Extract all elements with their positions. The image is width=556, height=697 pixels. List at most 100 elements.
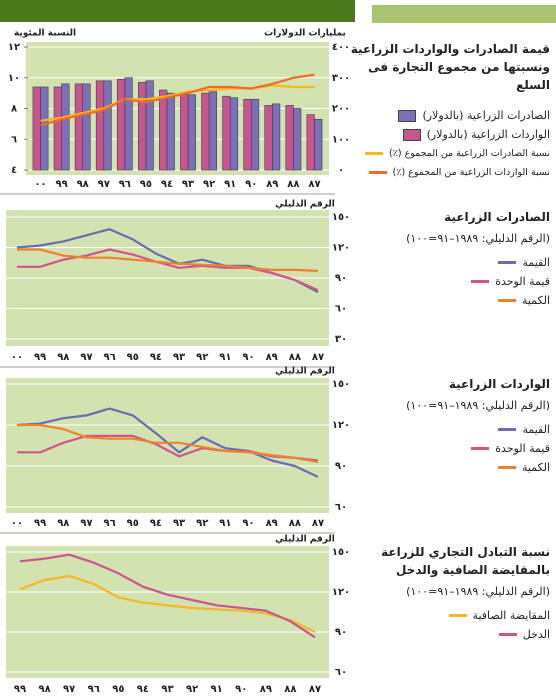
x-tick-label: ٩٨ — [57, 518, 69, 529]
x-tick-label: ٠٠ — [34, 179, 46, 190]
line-series — [17, 248, 319, 272]
bar — [53, 86, 62, 171]
y-tick-label: ٩٠ — [335, 627, 347, 638]
bar — [74, 83, 83, 171]
y-tick-label: ١٥٠ — [332, 212, 350, 223]
x-tick-label: ٩١ — [224, 179, 236, 190]
line-series — [17, 248, 319, 292]
legend-swatch — [471, 447, 490, 450]
legend-label: نسبة الصادرات الزراعية من المجموع (٪) — [389, 148, 550, 159]
bar — [180, 94, 189, 171]
x-tick-label: ٩٣ — [182, 179, 194, 190]
y-tick-label: ١٠٠ — [332, 134, 350, 145]
x-tick-label: ٠٠ — [11, 352, 23, 363]
y2-axis-title: النسبة المئوية — [14, 29, 76, 39]
x-tick-label: ٨٨ — [289, 518, 301, 529]
x-tick-label: ٨٨ — [287, 179, 299, 190]
legend-item: الكمية — [338, 291, 550, 310]
x-tick-label: ٩٣ — [161, 684, 173, 695]
x-tick-label: ٩٤ — [150, 352, 162, 363]
x-tick-label: ٨٩ — [266, 179, 278, 190]
x-tick-label: ٩٧ — [98, 179, 110, 190]
x-tick-label: ٩١ — [219, 518, 231, 529]
bar — [61, 83, 70, 171]
legend-item: المقايضة الصافية — [338, 606, 550, 625]
legend: الصادرات الزراعية (بالدولار) الواردات الز… — [338, 106, 550, 182]
bar — [272, 103, 281, 171]
legend-swatch — [497, 466, 516, 469]
legend-swatch — [497, 299, 516, 302]
x-tick-label: ٩٥ — [127, 518, 139, 529]
bar — [116, 78, 126, 171]
x-tick-label: ٩٢ — [186, 684, 198, 695]
legend-swatch — [471, 280, 490, 283]
x-tick-label: ٩٥ — [140, 179, 152, 190]
x-tick-label: ٩٧ — [80, 518, 92, 529]
legend-swatch — [365, 152, 384, 155]
y-tick-label: ٠ — [338, 165, 344, 176]
x-tick-label: ٩٤ — [150, 518, 162, 529]
y-tick-label: ١٥٠ — [332, 547, 350, 558]
legend-item: القيمة — [338, 420, 550, 439]
chart-title: نسبة التبادل التجاري للزراعة بالمقايضة ا… — [381, 545, 550, 577]
x-tick-label: ٩٦ — [104, 352, 116, 363]
bar — [285, 105, 294, 171]
chart-title: الصادرات الزراعية — [444, 210, 550, 224]
legend-swatch — [368, 171, 387, 174]
bar — [40, 86, 49, 171]
y-tick-label: ٢٠٠ — [332, 104, 350, 115]
legend-swatch — [448, 614, 467, 617]
y-tick-label: ١٥٠ — [332, 379, 350, 390]
bar — [222, 95, 231, 171]
legend-label: الكمية — [521, 294, 550, 307]
bar — [103, 80, 112, 171]
legend-swatch — [498, 633, 517, 636]
legend-item: الكمية — [338, 458, 550, 477]
x-tick-label: ٩٠ — [242, 352, 254, 363]
x-tick-label: ٩٩ — [14, 684, 26, 695]
y2-tick-label: ٦ — [11, 134, 17, 145]
legend-item: الواردات الزراعية (بالدولار) — [338, 125, 550, 144]
bar — [138, 82, 147, 171]
x-tick-label: ٩٥ — [112, 684, 124, 695]
bar — [82, 83, 91, 171]
y-tick-label: ٤٠٠ — [332, 42, 350, 53]
legend: القيمة قيمة الوحدة الكمية — [338, 420, 550, 477]
bar — [250, 98, 260, 171]
bar — [201, 92, 210, 171]
y-tick-label: ٦٠ — [335, 304, 347, 315]
legend-label: قيمة الوحدة — [495, 442, 550, 455]
legend-item: القيمة — [338, 253, 550, 272]
x-tick-label: ٩٧ — [80, 352, 92, 363]
legend-label: الكمية — [521, 461, 550, 474]
plot-background — [6, 378, 329, 513]
y-tick-label: ٦٠ — [335, 502, 347, 513]
legend-label: القيمة — [522, 423, 550, 436]
x-tick-label: ٩٣ — [173, 518, 185, 529]
x-tick-label: ٩٧ — [63, 684, 75, 695]
bar — [229, 97, 239, 171]
header-band — [0, 0, 355, 22]
chart-subtitle: (الرقم الدليلي: ١٩٨٩–٩١=١٠٠) — [406, 232, 550, 245]
legend-label: القيمة — [522, 256, 550, 269]
chart-title: الواردات الزراعية — [448, 377, 550, 391]
y-tick-label: ٦٠ — [335, 667, 347, 678]
x-tick-label: ٨٧ — [312, 352, 324, 363]
x-tick-label: ٩٦ — [88, 684, 100, 695]
x-tick-label: ٩٨ — [57, 352, 69, 363]
chart-subtitle: (الرقم الدليلي: ١٩٨٩–٩١=١٠٠) — [406, 399, 550, 412]
legend-label: الدخل — [522, 628, 550, 641]
legend-item: قيمة الوحدة — [338, 439, 550, 458]
bar — [306, 114, 315, 171]
bar — [32, 86, 41, 171]
bar — [208, 91, 217, 171]
bar — [187, 94, 196, 171]
line-series — [40, 73, 315, 127]
bar — [159, 89, 168, 171]
legend-item: قيمة الوحدة — [338, 272, 550, 291]
bar — [95, 80, 105, 171]
y2-tick-label: ٨ — [11, 104, 17, 115]
x-tick-label: ٨٩ — [266, 518, 278, 529]
x-tick-label: ٨٩ — [266, 352, 278, 363]
x-tick-label: ٨٧ — [312, 518, 324, 529]
